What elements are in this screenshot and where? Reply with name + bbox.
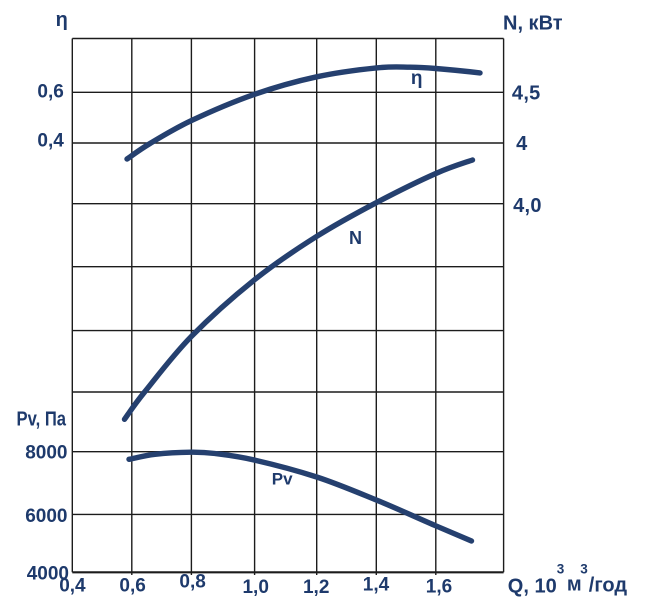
svg-text:1,0: 1,0	[242, 577, 268, 598]
svg-text:N, кВт: N, кВт	[503, 13, 563, 35]
svg-text:0,8: 0,8	[179, 572, 205, 593]
svg-text:6000: 6000	[25, 506, 67, 527]
svg-text:4,5: 4,5	[512, 82, 541, 104]
svg-text:4000: 4000	[27, 563, 69, 584]
svg-text:3: 3	[580, 562, 588, 577]
svg-text:8000: 8000	[25, 442, 67, 463]
svg-text:4: 4	[516, 133, 528, 155]
svg-text:Pv: Pv	[272, 470, 293, 489]
svg-text:/год: /год	[589, 575, 628, 597]
svg-text:η: η	[411, 68, 423, 89]
svg-text:N: N	[349, 228, 362, 248]
svg-text:м: м	[567, 574, 582, 596]
svg-text:0,4: 0,4	[59, 576, 86, 597]
svg-text:1,2: 1,2	[303, 577, 329, 598]
svg-text:0,6: 0,6	[37, 82, 63, 103]
svg-text:1,4: 1,4	[363, 575, 390, 596]
svg-text:4,0: 4,0	[513, 195, 542, 217]
svg-text:η: η	[56, 9, 68, 31]
svg-text:Pv, Па: Pv, Па	[17, 408, 67, 430]
svg-text:0,6: 0,6	[119, 576, 145, 597]
svg-text:1,6: 1,6	[426, 577, 452, 598]
svg-text:Q, 10: Q, 10	[508, 576, 557, 598]
svg-text:0,4: 0,4	[37, 130, 64, 151]
svg-text:3: 3	[557, 562, 565, 577]
